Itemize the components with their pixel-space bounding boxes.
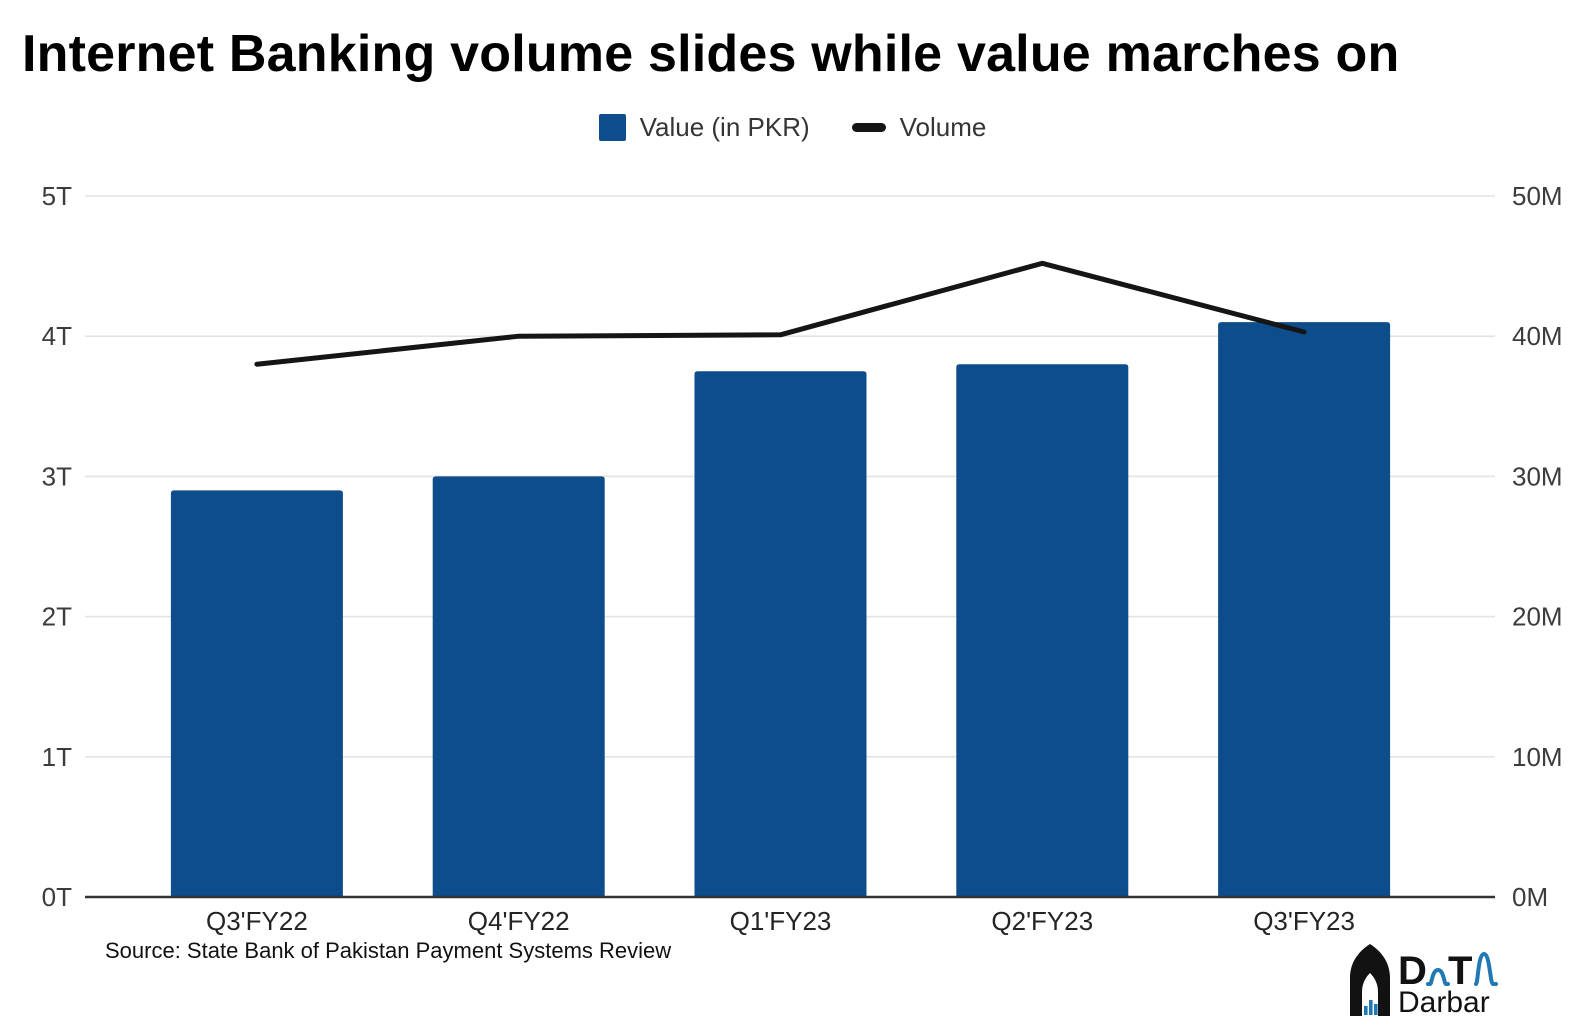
category-label: Q2'FY23: [991, 906, 1093, 936]
left-axis-tick: 2T: [42, 602, 72, 632]
value-bar: [170, 490, 343, 897]
legend-value-label: Value (in PKR): [639, 112, 810, 142]
chart-title: Internet Banking volume slides while val…: [22, 25, 1400, 83]
legend-item-value: Value (in PKR): [598, 112, 810, 143]
logo-letter-t: T: [1448, 949, 1472, 993]
value-bar: [1218, 322, 1391, 897]
legend: Value (in PKR) Volume: [0, 112, 1585, 143]
value-bar: [432, 476, 605, 897]
right-axis-tick: 30M: [1512, 461, 1563, 491]
value-swatch-icon: [598, 114, 626, 141]
volume-dash-icon: [851, 123, 886, 132]
left-axis-tick: 3T: [42, 461, 72, 491]
left-axis-tick: 0T: [42, 882, 72, 912]
right-axis-tick: 40M: [1512, 321, 1563, 351]
legend-item-volume: Volume: [851, 112, 987, 143]
left-axis-tick: 4T: [42, 321, 72, 351]
legend-volume-label: Volume: [899, 112, 987, 142]
data-darbar-logo: D T Darbar: [1350, 944, 1498, 1016]
logo-a-arches-icon: [1426, 951, 1498, 986]
left-axis-tick: 1T: [42, 742, 72, 772]
right-axis-tick: 10M: [1512, 742, 1563, 772]
value-bar: [694, 371, 867, 897]
value-bar: [956, 364, 1129, 897]
category-label: Q3'FY23: [1253, 906, 1355, 936]
logo-letter-d: D: [1398, 949, 1427, 993]
volume-line: [254, 260, 1307, 367]
category-label: Q3'FY22: [206, 906, 308, 936]
logo-minibars-icon: [1364, 1000, 1378, 1015]
logo-bottom-text: Darbar: [1398, 986, 1490, 1016]
source-note: Source: State Bank of Pakistan Payment S…: [105, 938, 672, 963]
right-axis-tick: 20M: [1512, 602, 1563, 632]
right-axis-tick: 0M: [1512, 882, 1548, 912]
category-label: Q4'FY22: [468, 906, 570, 936]
category-label: Q1'FY23: [730, 906, 832, 936]
left-axis-tick: 5T: [42, 181, 72, 211]
logo-arch-icon: [1350, 944, 1390, 1016]
right-axis-tick: 50M: [1512, 181, 1563, 211]
